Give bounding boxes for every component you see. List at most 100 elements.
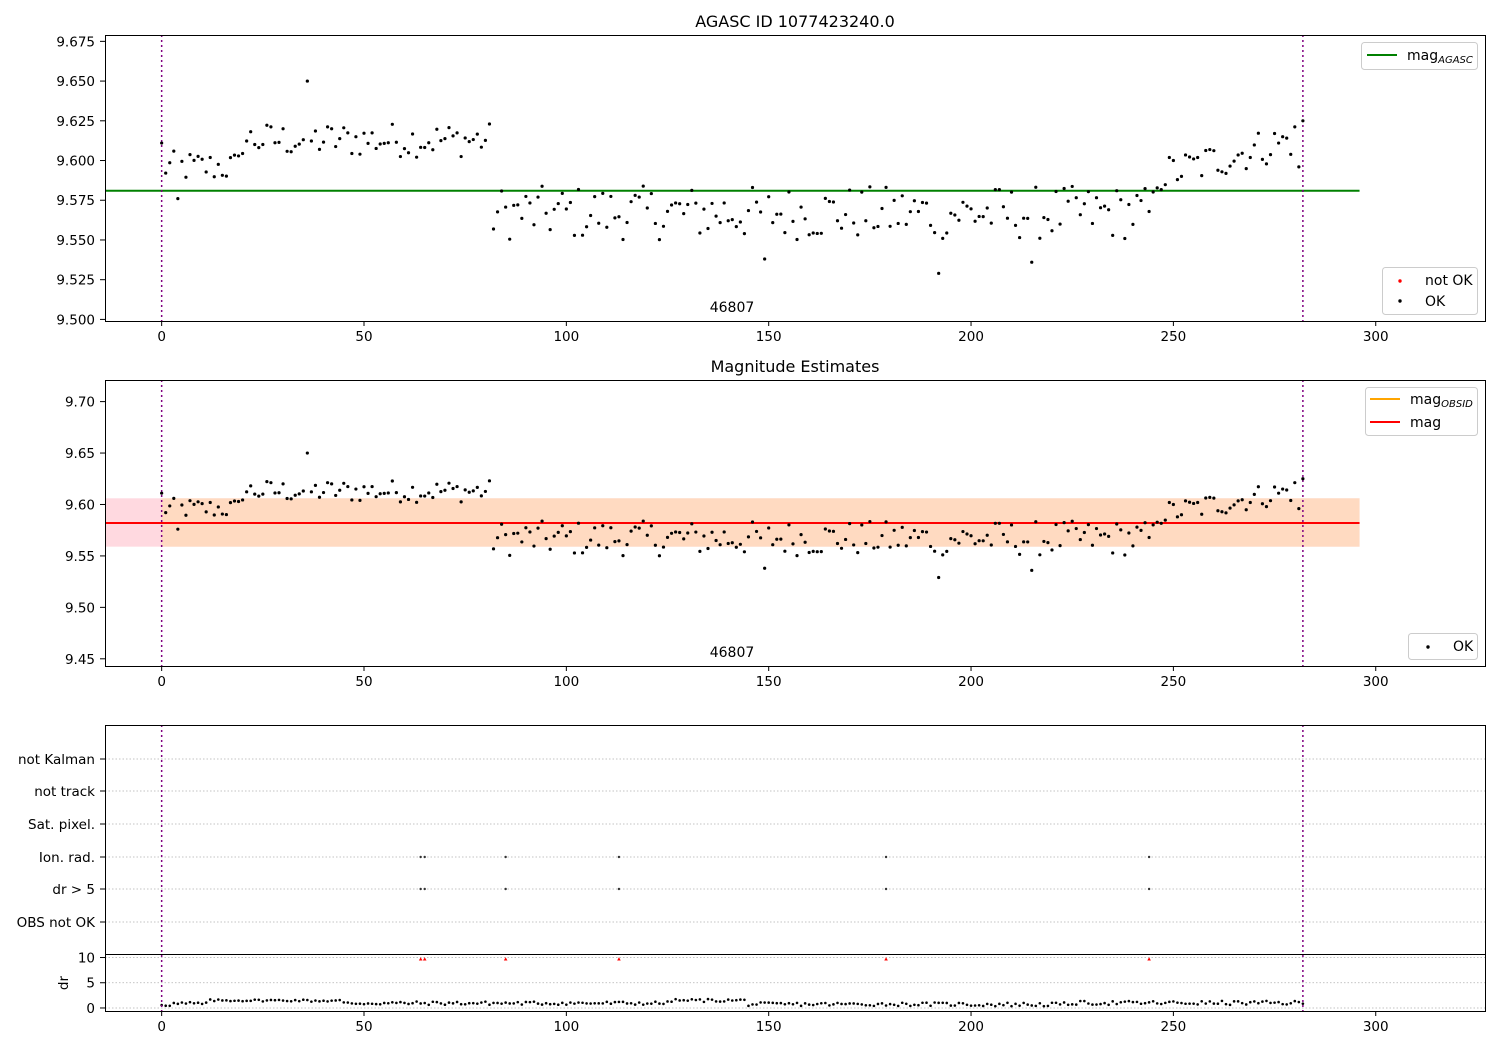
ok-data-point	[811, 549, 815, 553]
ok-data-point	[196, 500, 200, 504]
ok-data-point	[568, 530, 572, 534]
flag-point	[1147, 887, 1151, 891]
ok-data-point	[1058, 222, 1062, 226]
dr-data-point	[192, 1001, 196, 1005]
ok-data-point	[791, 542, 795, 546]
dr-data-point	[1172, 1000, 1175, 1003]
ok-data-point	[1018, 235, 1022, 240]
ok-data-point	[467, 490, 471, 494]
ok-data-point	[184, 175, 188, 179]
dr-data-point	[184, 1002, 188, 1005]
ok-data-point	[1086, 190, 1091, 194]
dr-data-point	[516, 1000, 520, 1004]
ok-data-point	[1030, 260, 1034, 264]
dr-data-point	[848, 1002, 851, 1005]
ok-data-point	[293, 493, 297, 497]
ok-data-point	[245, 490, 249, 494]
ok-data-point	[653, 543, 657, 547]
dr-data-point	[1168, 1000, 1171, 1004]
ok-data-point	[576, 521, 581, 525]
ok-data-point	[924, 201, 929, 205]
dr-data-point	[803, 1002, 807, 1005]
ok-data-point	[443, 136, 447, 141]
legend-mag-agasc: magAGASC	[1361, 42, 1478, 70]
dr-data-point	[297, 999, 301, 1003]
ok-data-point	[795, 554, 799, 558]
ok-data-point	[313, 483, 318, 487]
dr-data-point	[945, 1001, 949, 1005]
dr-data-point	[629, 1001, 633, 1005]
ok-data-point	[228, 156, 233, 160]
dr-data-point	[237, 999, 240, 1002]
ok-data-point	[601, 191, 605, 196]
dr-data-point	[1123, 1000, 1127, 1003]
ok-data-point	[1228, 506, 1232, 510]
ok-data-point	[406, 151, 411, 155]
ok-data-point	[200, 502, 204, 506]
ok-data-point	[969, 207, 973, 211]
panel-agasc: AGASC ID 1077423240.0 0 50 100 150 200 250 300…	[56, 12, 1486, 345]
ok-data-point	[783, 231, 787, 235]
flag-point	[423, 855, 426, 859]
ok-data-point	[516, 203, 520, 207]
dr-data-point	[658, 1002, 661, 1005]
ok-data-point	[819, 231, 823, 235]
dr-data-point	[581, 1001, 584, 1005]
dr-data-point	[1289, 1001, 1293, 1005]
dr-data-point	[593, 1001, 596, 1005]
ok-data-point	[402, 147, 407, 151]
dr-data-point	[318, 1000, 321, 1003]
ok-data-point	[843, 537, 848, 542]
dr-data-point	[395, 1001, 398, 1005]
ok-data-point	[742, 232, 747, 236]
ok-data-point	[880, 206, 884, 211]
ok-data-point	[1187, 155, 1192, 159]
ok-data-point	[544, 537, 548, 541]
ok-data-point	[682, 211, 686, 216]
ok-data-point	[613, 216, 617, 220]
ok-data-point	[584, 225, 589, 229]
ok-data-point	[406, 497, 411, 502]
ok-data-point	[710, 201, 714, 206]
ok-data-point	[633, 193, 637, 197]
ok-data-point	[763, 257, 767, 261]
ok-data-point	[605, 225, 609, 229]
y-tick-label: 9.675	[56, 34, 95, 50]
legend-label: OK	[1453, 639, 1474, 655]
ok-data-point	[410, 485, 415, 489]
ok-data-point	[1042, 215, 1046, 220]
ok-data-point	[1074, 196, 1078, 200]
ok-data-point	[981, 539, 985, 543]
ok-data-point	[427, 491, 431, 495]
ok-data-point	[852, 543, 856, 547]
dr-data-point	[552, 1002, 556, 1006]
ok-data-point	[455, 484, 459, 489]
ok-data-point	[835, 219, 840, 223]
ok-data-point	[621, 554, 625, 558]
ok-data-point	[257, 146, 261, 150]
x-tick-label: 250	[1160, 329, 1186, 345]
dr-data-point	[1115, 1002, 1119, 1006]
flag-label: not Kalman	[18, 752, 95, 768]
dr-data-point	[678, 999, 681, 1002]
ok-data-point	[297, 142, 301, 146]
ok-data-point	[953, 538, 957, 542]
ok-data-point	[164, 171, 168, 175]
dr-data-point	[1155, 1002, 1159, 1005]
dr-data-point	[419, 1002, 422, 1005]
dr-data-point	[686, 999, 690, 1002]
ok-data-point	[346, 131, 350, 135]
ok-data-point	[1062, 520, 1066, 525]
ok-data-point	[204, 170, 208, 174]
dr-high-marker	[418, 957, 423, 961]
dr-data-point	[1297, 1000, 1301, 1004]
ok-data-point	[860, 190, 864, 194]
ok-data-point	[823, 527, 827, 531]
dr-data-point	[1070, 1003, 1074, 1006]
dr-data-point	[617, 1000, 621, 1004]
ok-data-point	[1054, 189, 1058, 194]
dr-data-point	[884, 1004, 888, 1007]
ok-data-point	[479, 494, 483, 498]
ok-data-point	[985, 206, 989, 210]
ok-data-point	[1208, 495, 1212, 499]
